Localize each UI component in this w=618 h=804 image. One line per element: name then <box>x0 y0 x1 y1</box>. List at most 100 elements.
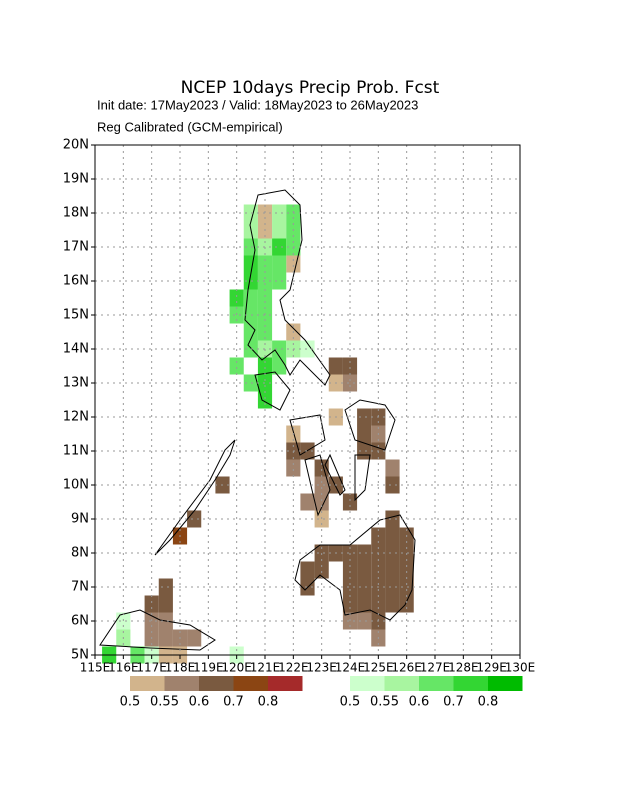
wet-cell <box>243 374 258 392</box>
wet-cell <box>272 340 287 358</box>
dry-cell <box>300 561 315 579</box>
y-tick-label: 19N <box>63 172 89 187</box>
legend-label: 0.6 <box>189 695 210 710</box>
coast <box>354 454 371 502</box>
y-tick-label: 16N <box>63 274 89 289</box>
x-tick-label: 121E <box>250 661 281 675</box>
y-tick-label: 14N <box>63 342 89 357</box>
wet-cell <box>243 255 258 273</box>
legend: 0.5 0.55 0.6 0.7 0.8 0.5 0.55 0.6 0.7 0.8 <box>120 676 523 710</box>
y-tick-label: 15N <box>63 308 89 323</box>
y-tick-label: 20N <box>63 138 89 153</box>
dry-cell <box>342 374 358 392</box>
dry-cell <box>342 493 358 511</box>
dry-cell <box>158 578 173 596</box>
y-tick-label: 6N <box>71 614 89 629</box>
plot-frame <box>94 144 521 656</box>
dry-cell <box>357 425 372 443</box>
method: Reg Calibrated (GCM-empirical) <box>97 119 283 134</box>
coast <box>289 414 326 456</box>
legend-swatch <box>350 676 385 691</box>
legend-label: 0.5 <box>120 695 141 710</box>
wet-cell <box>229 289 244 307</box>
x-tick-label: 128E <box>448 661 479 675</box>
dry-cell <box>399 561 414 579</box>
legend-swatch <box>488 676 523 691</box>
dry-cell <box>342 357 358 375</box>
dry-cell <box>385 595 400 613</box>
legend-swatch <box>384 676 419 691</box>
dry-cell <box>342 561 358 579</box>
y-tick-label: 11N <box>63 444 89 459</box>
legend-swatch <box>419 676 454 691</box>
y-tick-label: 5N <box>71 648 89 663</box>
coast <box>154 439 236 556</box>
x-tick-label: 115E <box>80 661 111 675</box>
y-tick-label: 7N <box>71 580 89 595</box>
legend-label: 0.8 <box>258 695 279 710</box>
legend-swatch <box>268 676 303 691</box>
wet-cell <box>257 357 273 375</box>
x-tick-label: 125E <box>363 661 394 675</box>
dry-cell <box>385 476 400 494</box>
dry-cell <box>385 459 400 477</box>
wet-cell <box>243 340 258 358</box>
dry-cell <box>144 595 159 613</box>
wet-cell <box>243 272 258 290</box>
dry-cell <box>187 629 202 647</box>
coast <box>244 189 331 386</box>
dry-cell <box>385 510 400 528</box>
coast <box>254 371 291 411</box>
dry-cell <box>342 578 358 596</box>
x-tick-label: 124E <box>335 661 366 675</box>
y-tick-label: 18N <box>63 206 89 221</box>
y-tick-label: 12N <box>63 410 89 425</box>
dry-cell <box>342 595 358 613</box>
subtitle: Init date: 17May2023 / Valid: 18May2023 … <box>97 97 418 112</box>
y-tick-label: 9N <box>71 512 89 527</box>
x-tick-label: 127E <box>420 661 451 675</box>
x-tick-label: 126E <box>391 661 422 675</box>
legend-swatch <box>199 676 234 691</box>
x-tick-label: 120E <box>221 661 252 675</box>
legend-label: 0.5 <box>340 695 361 710</box>
coastline <box>99 189 416 651</box>
x-tick-label: 123E <box>306 661 337 675</box>
y-tick-label: 8N <box>71 546 89 561</box>
x-tick-label: 116E <box>108 661 139 675</box>
dry-cell <box>314 493 329 511</box>
dry-cell <box>357 408 372 426</box>
dry-cell <box>286 459 301 477</box>
legend-swatch <box>233 676 268 691</box>
dry-cell <box>357 561 372 579</box>
dry-cell <box>328 357 343 375</box>
y-tick-label: 17N <box>63 240 89 255</box>
wet-cell <box>257 255 273 273</box>
wet-cell <box>300 340 315 358</box>
dry-cell <box>300 493 315 511</box>
dry-cell <box>385 544 400 562</box>
dry-cell <box>385 527 400 545</box>
dry-cell <box>357 544 372 562</box>
x-tick-label: 129E <box>476 661 507 675</box>
wet-cell <box>243 289 258 307</box>
dry-cell <box>158 595 173 613</box>
wet-cell <box>257 391 273 409</box>
x-tick-label: 122E <box>278 661 309 675</box>
dry-cell <box>399 595 414 613</box>
wet-cell <box>272 255 287 273</box>
coast <box>344 399 396 451</box>
dry-cell <box>314 476 329 494</box>
dry-cell <box>399 578 414 596</box>
x-tick-label: 130E <box>505 661 536 675</box>
wet-cell <box>272 272 287 290</box>
dry-cell <box>187 510 202 528</box>
legend-swatch <box>130 676 165 691</box>
wet-cell <box>272 238 287 256</box>
x-tick-label: 117E <box>136 661 167 675</box>
x-tick-label: 119E <box>193 661 224 675</box>
dry-cell <box>357 595 372 613</box>
wet-cell <box>272 221 287 239</box>
axes: 115E116E117E118E119E120E121E122E123E124E… <box>63 138 536 675</box>
